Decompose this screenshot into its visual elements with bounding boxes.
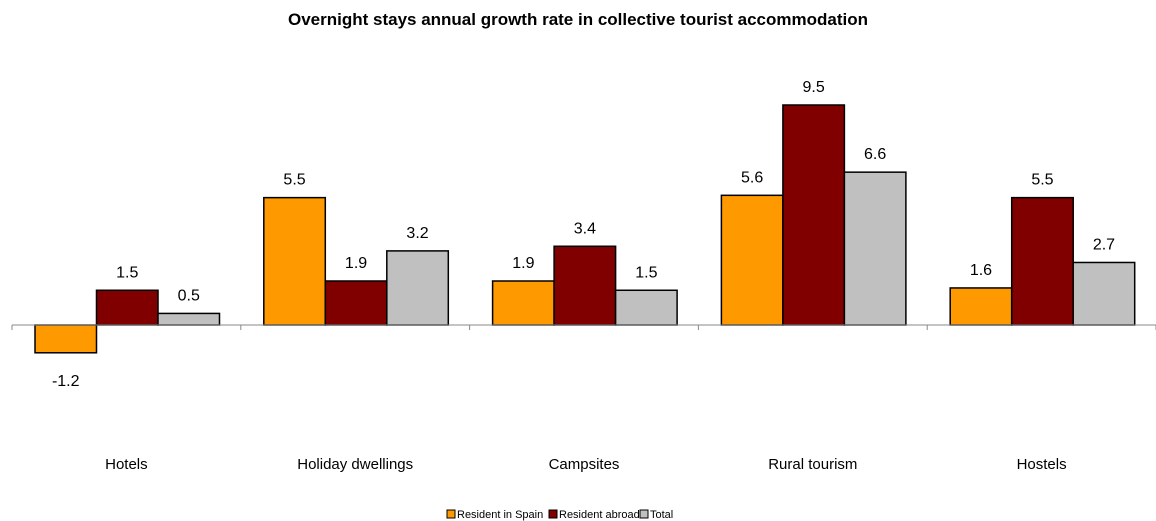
legend-label: Resident abroad	[559, 509, 640, 521]
data-label: -1.2	[52, 373, 80, 390]
bar	[843, 171, 907, 326]
bar	[553, 245, 617, 326]
data-label: 6.6	[864, 146, 886, 163]
data-label: 1.6	[970, 262, 992, 279]
x-tick-label: Rural tourism	[768, 456, 857, 473]
bar	[263, 196, 327, 326]
bar	[1010, 196, 1074, 326]
bar	[157, 312, 221, 326]
bar	[782, 104, 846, 326]
x-tick-label: Campsites	[549, 456, 620, 473]
data-label: 1.9	[512, 255, 534, 272]
bar	[34, 324, 98, 354]
data-label: 1.5	[635, 264, 657, 281]
legend-label: Resident in Spain	[457, 509, 543, 521]
chart-title: Overnight stays annual growth rate in co…	[287, 10, 868, 29]
bar	[386, 250, 450, 326]
bar	[1072, 261, 1136, 326]
data-label: 9.5	[803, 79, 825, 96]
bar	[614, 289, 678, 326]
data-label: 5.5	[283, 172, 305, 189]
data-label: 3.4	[574, 220, 596, 237]
data-label: 5.5	[1031, 172, 1053, 189]
bar	[95, 289, 159, 326]
bar	[949, 287, 1013, 326]
legend-swatch	[548, 509, 558, 519]
data-label: 5.6	[741, 169, 763, 186]
bar	[491, 280, 555, 326]
bar	[324, 280, 388, 326]
bar	[720, 194, 784, 326]
legend-swatch	[639, 509, 649, 519]
legend-label: Total	[650, 509, 673, 521]
data-label: 0.5	[178, 287, 200, 304]
data-label: 1.9	[345, 255, 367, 272]
x-tick-label: Hotels	[105, 456, 148, 473]
data-label: 2.7	[1093, 236, 1115, 253]
data-label: 1.5	[116, 264, 138, 281]
data-label: 3.2	[406, 225, 428, 242]
x-tick-label: Holiday dwellings	[297, 456, 413, 473]
legend-swatch	[446, 509, 456, 519]
x-tick-label: Hostels	[1017, 456, 1067, 473]
